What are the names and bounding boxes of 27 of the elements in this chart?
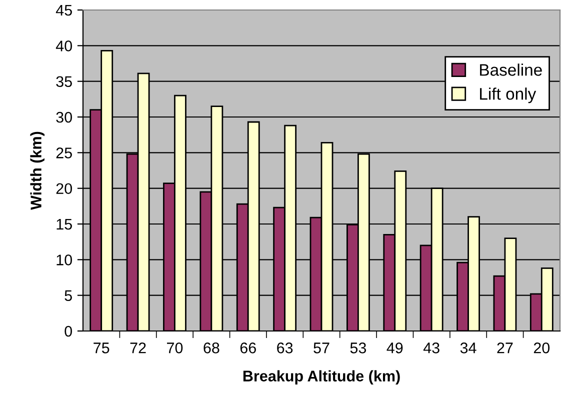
x-tick-label: 70: [167, 342, 183, 354]
x-tick-label: 49: [386, 342, 403, 354]
x-tick-label: 75: [94, 342, 110, 354]
x-tick-label: 57: [314, 342, 330, 354]
x-tick-label: 63: [277, 342, 293, 354]
y-tick-label: 40: [56, 40, 72, 52]
y-tick-label: 20: [56, 183, 72, 194]
y-tick-label: 15: [56, 219, 72, 230]
y-tick-label: 45: [56, 5, 72, 16]
x-tick-label: 34: [460, 342, 476, 354]
y-tick-label: 25: [56, 148, 72, 158]
legend-label: Baseline: [480, 64, 542, 76]
y-axis-title: Width (km): [30, 132, 44, 210]
legend-label: Lift only: [480, 88, 536, 104]
y-tick-label: 30: [56, 112, 72, 123]
x-tick-label: 53: [350, 342, 366, 354]
y-tick-label: 10: [56, 254, 72, 266]
x-tick-label: 27: [497, 342, 513, 354]
x-tick-label: 43: [423, 342, 440, 354]
x-tick-label: 68: [204, 342, 220, 354]
y-tick-label: 35: [56, 76, 72, 88]
x-axis-title: Breakup Altitude (km): [243, 370, 400, 384]
y-tick-label: 0: [64, 326, 72, 337]
x-tick-label: 66: [240, 342, 256, 354]
x-tick-label: 72: [130, 342, 146, 354]
y-tick-label: 5: [64, 290, 72, 302]
x-tick-label: 20: [534, 342, 550, 354]
